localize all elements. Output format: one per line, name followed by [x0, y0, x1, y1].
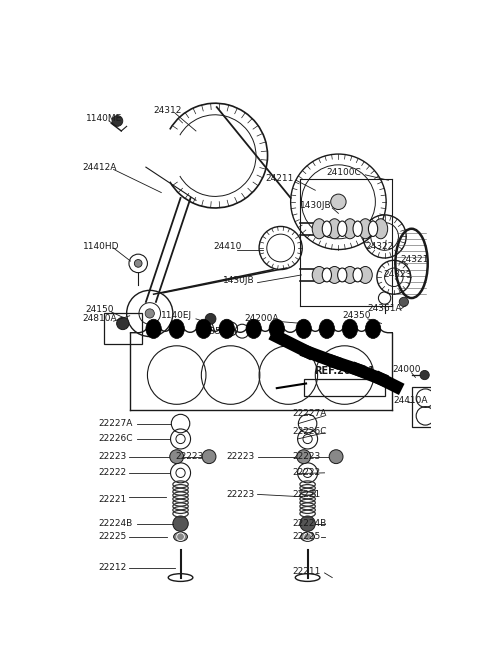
Ellipse shape [296, 319, 312, 339]
Ellipse shape [343, 267, 357, 284]
Text: 24150: 24150 [86, 305, 114, 314]
Text: 22226C: 22226C [292, 427, 327, 436]
Ellipse shape [246, 319, 262, 339]
Text: 24000: 24000 [392, 365, 421, 374]
Ellipse shape [322, 221, 332, 236]
Ellipse shape [269, 319, 285, 339]
Text: 22223: 22223 [227, 452, 255, 461]
Text: 24321: 24321 [400, 255, 428, 264]
Text: 24312: 24312 [154, 107, 182, 115]
Circle shape [399, 297, 408, 307]
Ellipse shape [322, 268, 332, 282]
Ellipse shape [196, 319, 211, 339]
Ellipse shape [328, 219, 341, 239]
Text: 24412A: 24412A [83, 162, 117, 172]
Ellipse shape [359, 267, 372, 284]
Text: 22227A: 22227A [98, 419, 132, 428]
Text: 24100C: 24100C [327, 168, 361, 177]
Ellipse shape [328, 267, 341, 284]
Ellipse shape [337, 268, 347, 282]
Text: 22223: 22223 [98, 452, 126, 461]
Ellipse shape [359, 219, 372, 239]
Text: REF.20-221: REF.20-221 [314, 366, 375, 376]
Bar [411, 386, 443, 426]
Ellipse shape [300, 532, 314, 542]
Ellipse shape [365, 319, 381, 339]
Text: 24361A: 24361A [368, 303, 402, 312]
Bar [104, 314, 142, 345]
Text: 22211: 22211 [292, 567, 321, 576]
Circle shape [420, 371, 429, 380]
Circle shape [134, 259, 142, 267]
Circle shape [297, 450, 311, 464]
Ellipse shape [353, 268, 362, 282]
Text: 22221: 22221 [98, 495, 126, 504]
Text: 22222: 22222 [98, 468, 126, 477]
Text: 22212: 22212 [98, 563, 126, 572]
Circle shape [202, 450, 216, 464]
Circle shape [205, 314, 216, 324]
Ellipse shape [146, 319, 161, 339]
Circle shape [300, 516, 315, 531]
Text: 22225: 22225 [292, 533, 321, 541]
Ellipse shape [219, 319, 234, 339]
Ellipse shape [169, 319, 184, 339]
Ellipse shape [337, 221, 347, 236]
Text: 22224B: 22224B [292, 519, 326, 528]
Text: 24810A: 24810A [83, 314, 118, 324]
Text: 1140ME: 1140ME [86, 114, 122, 123]
Text: 22226C: 22226C [98, 434, 132, 443]
Ellipse shape [369, 221, 378, 236]
Text: 1430JB: 1430JB [300, 201, 332, 210]
Text: 24322: 24322 [365, 242, 394, 251]
Circle shape [329, 450, 343, 464]
Text: 22222: 22222 [292, 468, 320, 477]
Ellipse shape [312, 267, 326, 284]
Text: 24200A: 24200A [244, 314, 279, 324]
Text: 1430JB: 1430JB [223, 276, 254, 285]
Text: 24410A: 24410A [394, 396, 428, 405]
Ellipse shape [343, 219, 357, 239]
Text: 24211: 24211 [265, 174, 294, 183]
Circle shape [112, 115, 123, 126]
Ellipse shape [319, 319, 335, 339]
Text: 22225: 22225 [98, 533, 126, 541]
Text: 22223: 22223 [227, 490, 255, 499]
Circle shape [173, 516, 188, 531]
Circle shape [331, 194, 346, 210]
Text: 22221: 22221 [292, 490, 321, 499]
Text: 1140HD: 1140HD [83, 242, 119, 251]
Ellipse shape [174, 532, 188, 542]
Text: 24410: 24410 [214, 242, 242, 251]
Text: 22227A: 22227A [292, 409, 326, 418]
Ellipse shape [374, 219, 388, 239]
Ellipse shape [353, 221, 362, 236]
Ellipse shape [312, 219, 326, 239]
Text: 22223: 22223 [292, 452, 321, 461]
Bar [304, 379, 384, 396]
Text: 24355: 24355 [198, 327, 227, 335]
Text: 1140EJ: 1140EJ [161, 311, 192, 320]
Text: 24350: 24350 [342, 311, 371, 320]
Circle shape [117, 317, 129, 329]
Ellipse shape [342, 319, 358, 339]
Circle shape [170, 450, 184, 464]
Text: 24323: 24323 [383, 271, 411, 280]
Circle shape [145, 309, 155, 318]
Text: 22224B: 22224B [98, 519, 132, 528]
Text: 22223: 22223 [175, 452, 204, 461]
